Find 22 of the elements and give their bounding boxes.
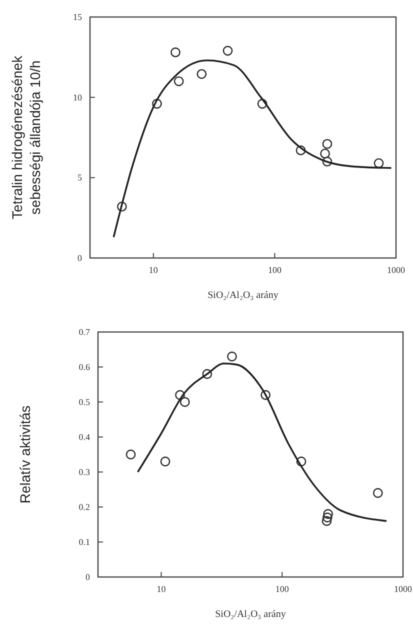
x-tick-label: 100 [268, 265, 282, 275]
x-axis-title: SiO₂/Al₂O₃ arány [215, 609, 286, 620]
x-tick-label: 100 [275, 584, 290, 594]
y-axis-title: Tetralin hidrogénezésének sebességi állandója 10/h [9, 54, 43, 220]
y-tick-label: 0.5 [78, 397, 90, 407]
y-tick-label: 0.1 [78, 537, 90, 547]
y-axis-title: Relatív aktivitás [17, 405, 33, 504]
y-tick-label: 0.6 [78, 362, 90, 372]
x-axis-title: SiO₂/Al₂O₃ arány [208, 290, 278, 301]
y-tick-label: 0.2 [78, 502, 90, 512]
y-tick-label: 0 [78, 253, 82, 263]
y-tick-label: 0 [86, 572, 90, 582]
x-tick-label: 1000 [387, 265, 406, 275]
x-tick-label: 1000 [394, 584, 412, 594]
x-tick-label: 10 [148, 265, 158, 275]
y-tick-label: 0.7 [78, 327, 90, 337]
y-tick-label: 0.3 [78, 467, 90, 477]
x-tick-label: 10 [156, 584, 166, 594]
y-tick-label: 5 [78, 172, 82, 183]
y-tick-label: 0.4 [78, 432, 90, 442]
y-tick-label: 10 [73, 92, 82, 102]
y-tick-label: 15 [73, 12, 82, 22]
